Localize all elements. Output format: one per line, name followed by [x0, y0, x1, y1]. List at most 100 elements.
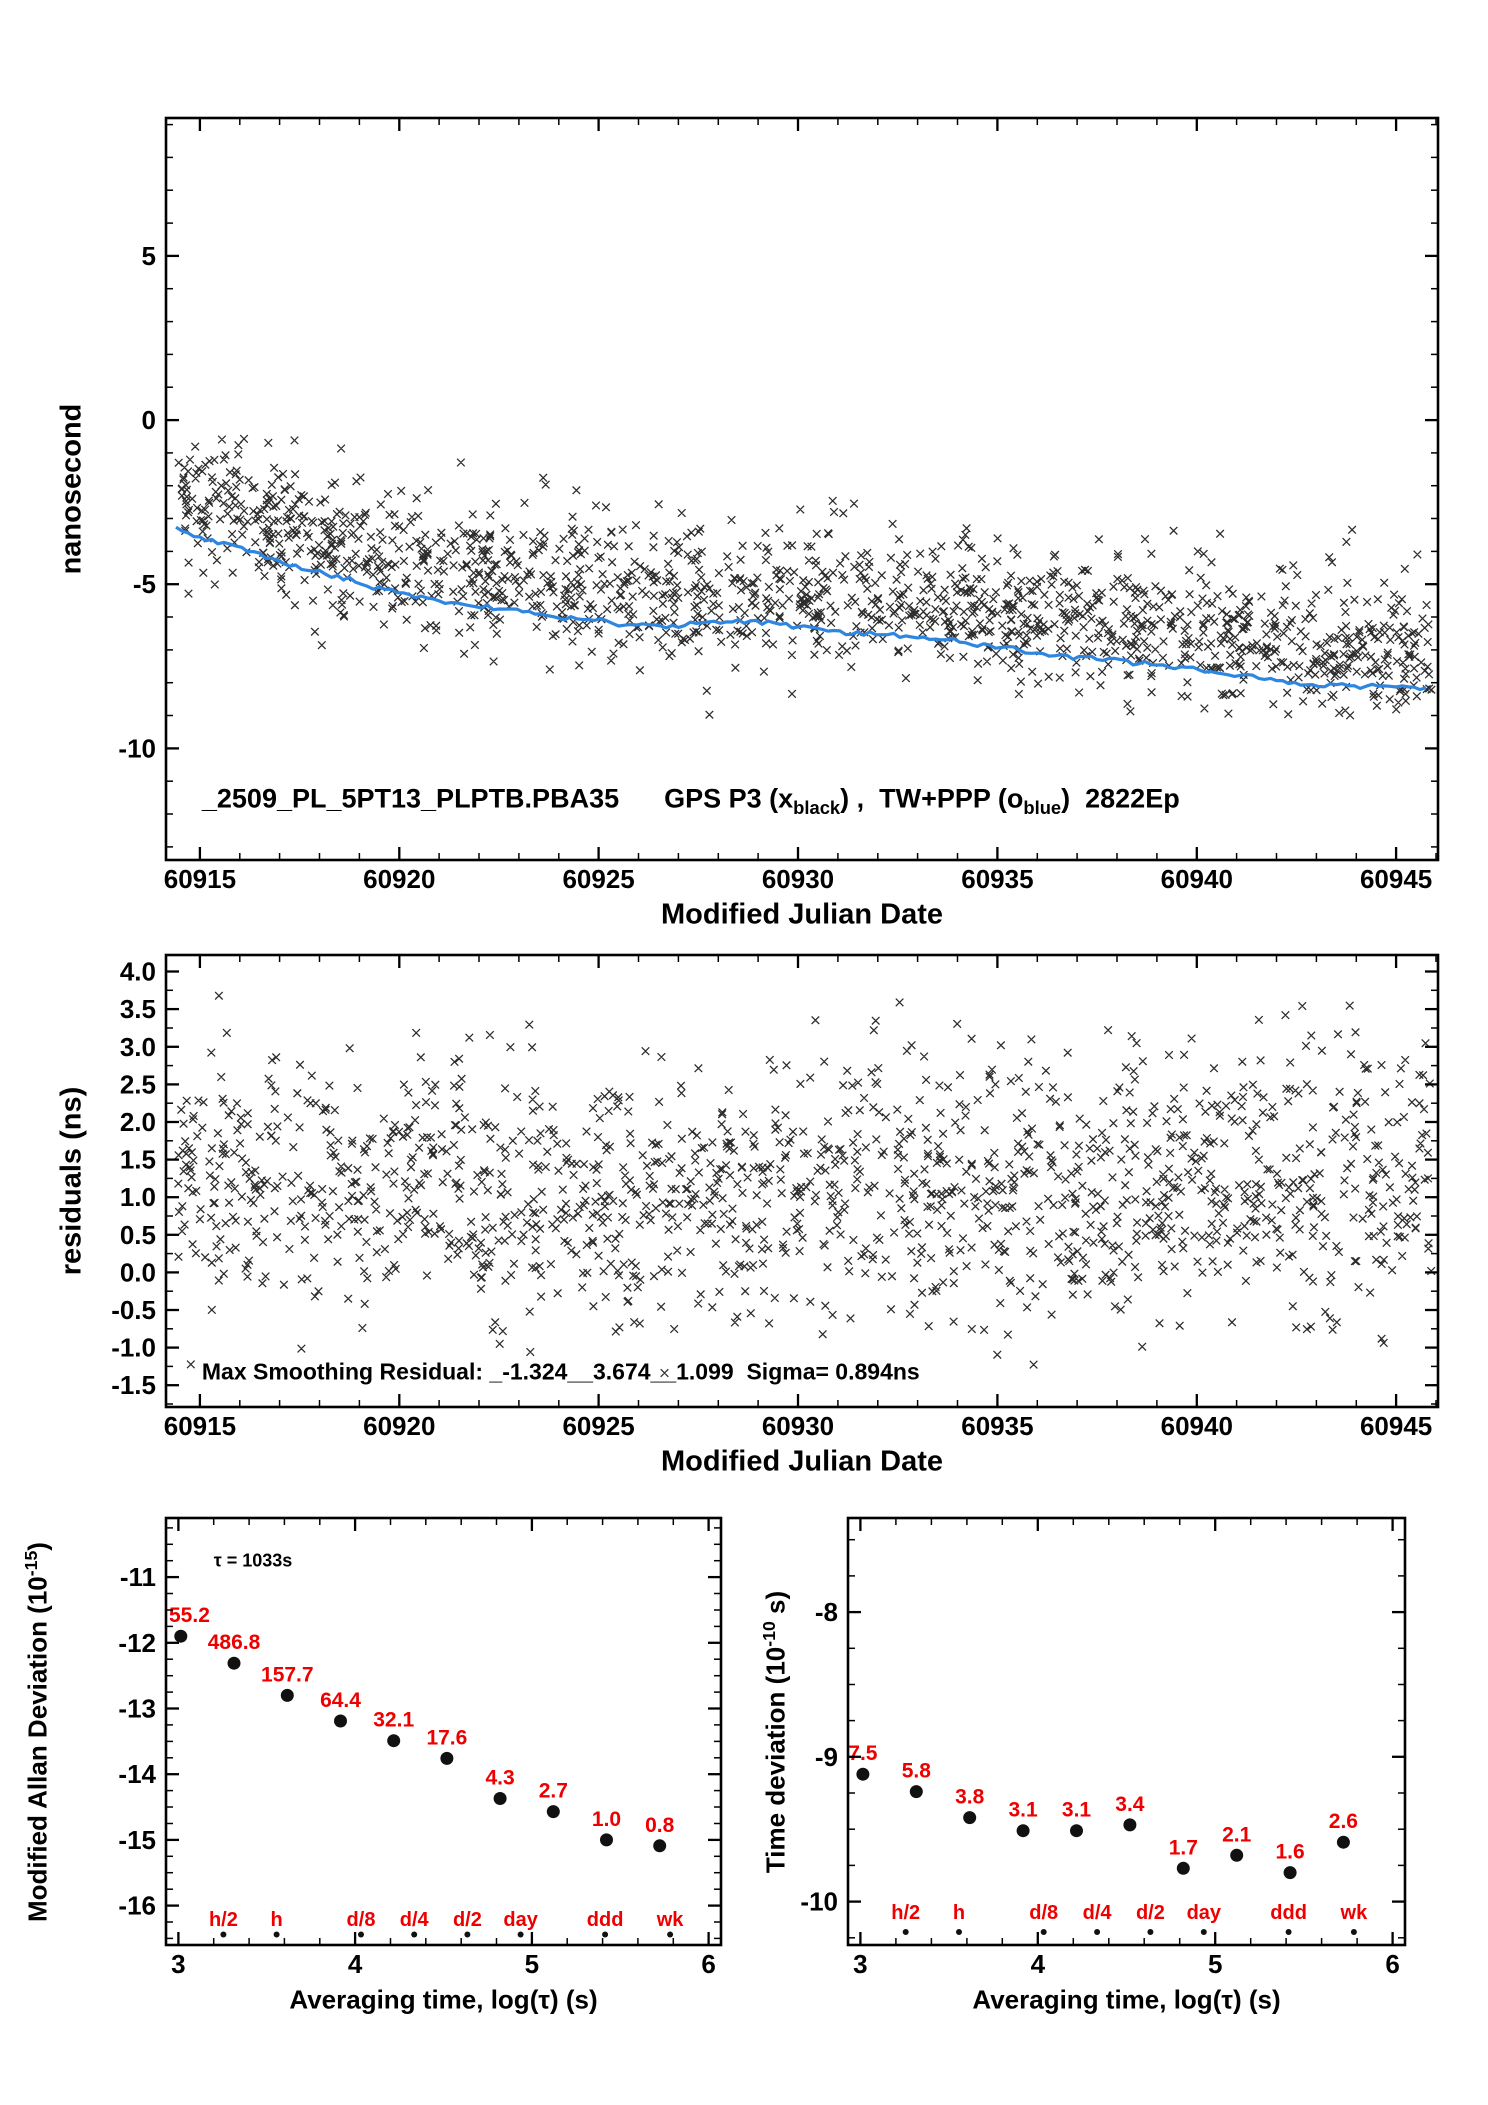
- mdev-xlabel: Averaging time, log(τ) (s): [289, 1984, 598, 2015]
- x-tick-label: 60945: [1360, 864, 1432, 894]
- tdev-point: [1336, 1835, 1350, 1849]
- tau-label: h/2: [209, 1909, 238, 1931]
- phase-comparison-data-layer: [174, 434, 1436, 720]
- y-tick-label: -15: [118, 1825, 156, 1855]
- tdev-point-label: 3.1: [1008, 1799, 1038, 1822]
- y-tick-label: -5: [133, 569, 156, 599]
- mdev-point-label: 157.7: [261, 1663, 314, 1686]
- y-tick-label: -10: [118, 733, 156, 763]
- x-tick-label: 6: [701, 1949, 715, 1979]
- tau-dot: [1285, 1929, 1292, 1935]
- tau-label: h/2: [891, 1902, 920, 1924]
- tw-ppp-smoothed-line: [175, 525, 1427, 692]
- x-tick-label: 60920: [363, 1411, 435, 1441]
- y-tick-label: 2.0: [120, 1107, 156, 1137]
- mdev-ylabel: Modified Allan Deviation (10-15): [20, 1541, 53, 1922]
- tau-dot: [1200, 1929, 1207, 1935]
- mdev-point: [227, 1656, 241, 1670]
- x-tick-label: 4: [1031, 1949, 1046, 1979]
- tdev-point-label: 2.1: [1222, 1823, 1252, 1846]
- tdev-point-label: 2.6: [1329, 1810, 1358, 1833]
- mdev-point-label: 486.8: [208, 1631, 261, 1654]
- x-tick-label: 60930: [762, 1411, 834, 1441]
- tau-label: wk: [1340, 1902, 1369, 1924]
- tdev-point: [909, 1785, 923, 1799]
- x-tick-label: 60920: [363, 864, 435, 894]
- y-tick-label: 0.5: [120, 1220, 156, 1250]
- phase-comparison-panel: 60915 60920 60925 60930 60935 60940 60945 5 0 -5 -…: [118, 116, 1440, 894]
- x-tick-label: 60925: [562, 1411, 634, 1441]
- y-tick-label: 0.0: [120, 1257, 156, 1287]
- tdev-point: [1176, 1861, 1190, 1875]
- tdev-point-label: 3.4: [1115, 1793, 1145, 1816]
- mdev-point-label: 2.7: [539, 1780, 568, 1803]
- tau-label: d/8: [1029, 1902, 1058, 1924]
- tdev-frame: [846, 1516, 1407, 1947]
- y-tick-label: 1.0: [120, 1182, 156, 1212]
- x-tick-label: 60935: [961, 864, 1033, 894]
- tdev-point: [1070, 1824, 1083, 1838]
- y-tick-label: -14: [118, 1759, 156, 1789]
- tau-dot: [1094, 1929, 1101, 1935]
- residual-points: [174, 991, 1436, 1378]
- tdev-point-label: 5.8: [902, 1760, 932, 1783]
- x-tick-label: 60915: [164, 1411, 236, 1441]
- tau-label: d/4: [1083, 1902, 1113, 1924]
- tau-label: h: [270, 1909, 282, 1931]
- y-tick-label: 3.0: [120, 1032, 156, 1062]
- x-tick-label: 60930: [762, 864, 834, 894]
- mdev-point: [334, 1714, 347, 1728]
- mdev-point: [546, 1805, 560, 1819]
- phase-comparison-ylabel: nanosecond: [55, 403, 88, 575]
- tau-dot: [273, 1931, 280, 1938]
- tau-label: day: [1187, 1902, 1222, 1924]
- phase-comparison-frame: [164, 116, 1440, 862]
- mdev-point-label: 32.1: [373, 1709, 414, 1732]
- tau-dot: [1147, 1929, 1154, 1935]
- tdev-point: [1123, 1818, 1137, 1832]
- tau-label: wk: [656, 1909, 685, 1931]
- x-tick-label: 5: [1208, 1949, 1222, 1979]
- tau-dot: [956, 1929, 962, 1935]
- tdev-point: [1230, 1848, 1244, 1862]
- residuals-xlabel: Modified Julian Date: [661, 1445, 943, 1478]
- mdev-point-label: 0.8: [645, 1814, 675, 1837]
- tau-dot: [667, 1931, 674, 1938]
- tau-dot: [358, 1931, 364, 1938]
- y-tick-label: -11: [120, 1562, 156, 1592]
- y-tick-label: -10: [800, 1887, 838, 1917]
- x-tick-label: 60940: [1161, 1411, 1233, 1441]
- tdev-data-layer: 7.5 5.8 3.8 3.1 3.1 3.4 1.7 2.1 1.6 2.6 h/2 h d/8 d/4…: [848, 1742, 1368, 1935]
- mdev-point-label: 4.3: [485, 1767, 514, 1790]
- tau-dot: [517, 1931, 524, 1938]
- mdev-point: [653, 1839, 667, 1853]
- y-tick-label: -16: [118, 1891, 156, 1921]
- mdev-point: [440, 1751, 454, 1765]
- tdev-ticks: [848, 1518, 1405, 1945]
- residuals-frame: [164, 953, 1440, 1409]
- y-tick-label: 0: [142, 405, 156, 435]
- residuals-data-layer: [174, 991, 1436, 1378]
- tau-label: ddd: [587, 1909, 624, 1931]
- y-tick-label: -13: [118, 1694, 156, 1724]
- mdev-point-label: 1.0: [592, 1808, 621, 1831]
- tdev-point: [1283, 1866, 1297, 1880]
- tau-dot: [1040, 1929, 1047, 1935]
- tau-label: h: [953, 1902, 965, 1924]
- tau-dot: [902, 1929, 909, 1935]
- mdev-point: [600, 1833, 613, 1847]
- mdev-point-label: 17.6: [426, 1726, 467, 1749]
- mdev-point: [387, 1734, 401, 1748]
- tdev-point: [856, 1767, 870, 1781]
- tdev-point: [1016, 1824, 1030, 1838]
- x-tick-label: 60935: [961, 1411, 1033, 1441]
- tdev-xlabel: Averaging time, log(τ) (s): [972, 1984, 1281, 2015]
- gps-p3-points: [174, 434, 1436, 720]
- y-tick-label: 3.5: [120, 994, 156, 1024]
- tau-label: ddd: [1270, 1902, 1307, 1924]
- tau-label: d/8: [347, 1909, 376, 1931]
- phase-comparison-xlabel: Modified Julian Date: [661, 898, 943, 931]
